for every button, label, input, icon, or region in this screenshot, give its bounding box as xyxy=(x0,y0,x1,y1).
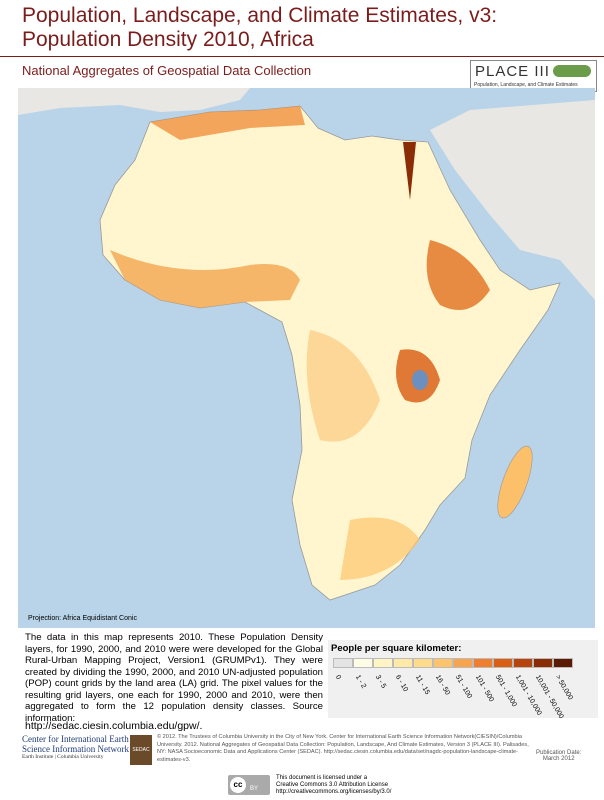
org-name: Center for International Earth Science I… xyxy=(22,734,129,754)
logo-name: PLACE III xyxy=(475,63,550,80)
legend-label: 1 - 2 xyxy=(353,674,368,690)
copyright: © 2012. The Trustees of Columbia Univers… xyxy=(157,734,529,763)
legend-title: People per square kilometer: xyxy=(331,643,462,654)
rule xyxy=(0,56,604,57)
central-density xyxy=(306,330,380,442)
map: Projection: Africa Equidistant Conic xyxy=(18,88,595,628)
legend-swatch xyxy=(413,658,433,668)
cc-icon: cc xyxy=(230,777,246,793)
logo-icons xyxy=(553,65,591,77)
logo-tagline: Population, Landscape, and Climate Estim… xyxy=(474,82,578,88)
title-line: Population, Landscape, and Climate Estim… xyxy=(22,4,498,27)
legend-swatch xyxy=(513,658,533,668)
legend-label: 0 xyxy=(333,674,342,681)
org-sub: Earth Institute | Columbia University xyxy=(22,754,104,760)
projection-note: Projection: Africa Equidistant Conic xyxy=(28,615,137,622)
nile xyxy=(403,142,416,200)
legend: People per square kilometer: 0 1 - 2 3 - 5… xyxy=(328,640,598,720)
legend-swatch xyxy=(473,658,493,668)
ethiopia-density xyxy=(426,240,490,310)
legend-label: 11 - 15 xyxy=(413,674,431,696)
publication: Publication Date: March 2012 xyxy=(536,750,581,762)
license-line: Creative Commons 3.0 Attribution License xyxy=(276,782,389,788)
legend-items: 0 1 - 2 3 - 5 6 - 10 11 - 15 16 - 50 51 - 100 1… xyxy=(328,658,598,720)
madagascar xyxy=(497,445,533,519)
west-africa-density xyxy=(110,250,300,308)
legend-label: 51 - 100 xyxy=(453,674,473,700)
europe xyxy=(18,88,250,115)
license-line: http://creativecommons.org/licenses/by/3… xyxy=(276,789,392,795)
legend-swatch xyxy=(373,658,393,668)
legend-label: 3 - 5 xyxy=(373,674,388,690)
legend-swatch xyxy=(453,658,473,668)
sedac-logo: SEDAC xyxy=(130,735,152,765)
pub-date: March 2012 xyxy=(542,756,575,762)
legend-label: > 50,000 xyxy=(553,674,574,702)
source-url: http://sedac.ciesin.columbia.edu/gpw/. xyxy=(25,720,203,732)
maghreb-density xyxy=(150,106,305,140)
legend-swatch xyxy=(553,658,573,668)
title-line: Population Density 2010, Africa xyxy=(22,28,314,51)
license-line: This document is licensed under a xyxy=(276,775,368,781)
description: The data in this map represents 2010. Th… xyxy=(25,632,323,724)
logo: PLACE III Population, Landscape, and Cli… xyxy=(470,60,597,92)
legend-swatch xyxy=(353,658,373,668)
legend-label: 101 - 500 xyxy=(473,674,495,704)
legend-swatch xyxy=(533,658,553,668)
legend-label: 6 - 10 xyxy=(393,674,409,694)
legend-swatch xyxy=(333,658,353,668)
license: This document is licensed under a Creati… xyxy=(276,775,391,796)
legend-swatch xyxy=(493,658,513,668)
pub-label: Publication Date: xyxy=(536,750,582,756)
lake-victoria xyxy=(412,370,428,390)
ciesin-logo: Center for International Earth Science I… xyxy=(22,734,130,760)
cc-badge: cc BY xyxy=(228,775,270,795)
arabia xyxy=(430,100,595,300)
south-density xyxy=(340,517,420,580)
legend-swatch xyxy=(393,658,413,668)
legend-label: 16 - 50 xyxy=(433,674,451,697)
by-icon: BY xyxy=(250,786,259,792)
legend-swatch xyxy=(433,658,453,668)
subtitle: National Aggregates of Geospatial Data C… xyxy=(22,63,312,78)
